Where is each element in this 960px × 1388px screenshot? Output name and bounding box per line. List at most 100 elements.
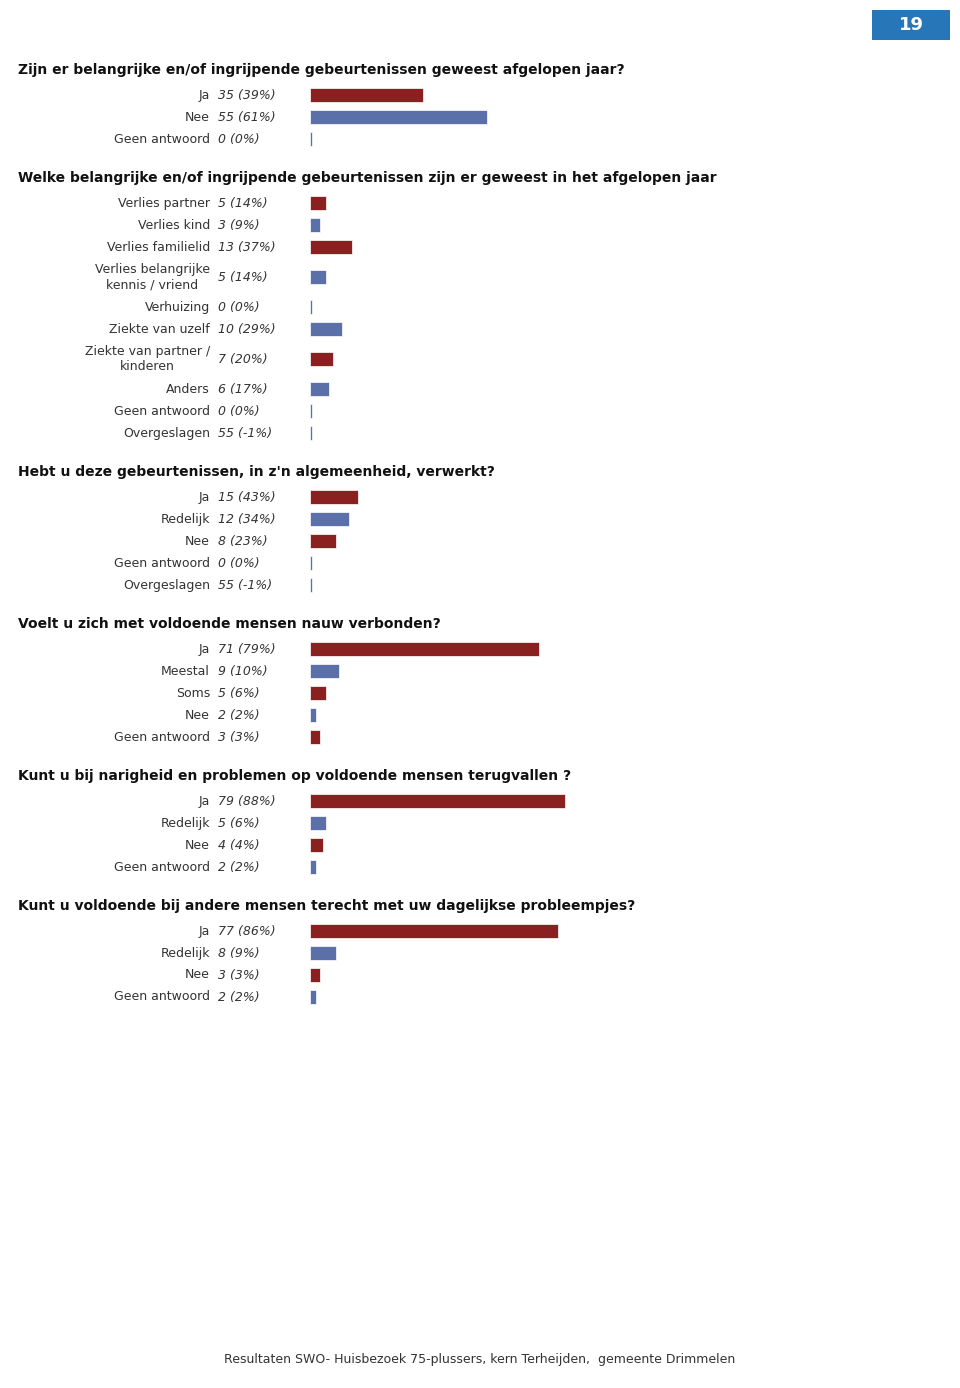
Text: Soms: Soms	[176, 687, 210, 700]
FancyBboxPatch shape	[310, 271, 326, 285]
Text: Geen antwoord: Geen antwoord	[114, 132, 210, 146]
Text: Ja: Ja	[199, 643, 210, 655]
Text: 8 (9%): 8 (9%)	[218, 947, 259, 959]
FancyBboxPatch shape	[310, 490, 358, 504]
Text: 0 (0%): 0 (0%)	[218, 404, 259, 418]
Text: Anders: Anders	[166, 383, 210, 396]
Text: 2 (2%): 2 (2%)	[218, 861, 259, 873]
Text: 7 (20%): 7 (20%)	[218, 353, 268, 365]
Text: 35 (39%): 35 (39%)	[218, 89, 276, 101]
Text: Geen antwoord: Geen antwoord	[114, 557, 210, 569]
FancyBboxPatch shape	[310, 643, 539, 657]
Text: Kunt u voldoende bij andere mensen terecht met uw dagelijkse probleempjes?: Kunt u voldoende bij andere mensen terec…	[18, 899, 636, 913]
Text: Redelijk: Redelijk	[160, 816, 210, 830]
Text: 5 (6%): 5 (6%)	[218, 816, 259, 830]
Text: 55 (-1%): 55 (-1%)	[218, 426, 272, 440]
FancyBboxPatch shape	[310, 300, 312, 314]
Text: 71 (79%): 71 (79%)	[218, 643, 276, 655]
Text: 0 (0%): 0 (0%)	[218, 300, 259, 314]
FancyBboxPatch shape	[310, 861, 317, 874]
Text: Geen antwoord: Geen antwoord	[114, 730, 210, 744]
Text: Ja: Ja	[199, 89, 210, 101]
Text: 0 (0%): 0 (0%)	[218, 132, 259, 146]
Text: Resultaten SWO- Huisbezoek 75-plussers, kern Terheijden,  gemeente Drimmelen: Resultaten SWO- Huisbezoek 75-plussers, …	[225, 1353, 735, 1367]
Text: 8 (23%): 8 (23%)	[218, 534, 268, 547]
Text: Ziekte van partner /
kinderen: Ziekte van partner / kinderen	[84, 346, 210, 373]
Text: 19: 19	[899, 17, 924, 33]
FancyBboxPatch shape	[310, 534, 336, 548]
Text: 6 (17%): 6 (17%)	[218, 383, 268, 396]
FancyBboxPatch shape	[310, 132, 312, 146]
Text: Overgeslagen: Overgeslagen	[123, 426, 210, 440]
Text: Verhuizing: Verhuizing	[145, 300, 210, 314]
Text: 55 (-1%): 55 (-1%)	[218, 579, 272, 591]
Text: 5 (14%): 5 (14%)	[218, 271, 268, 283]
FancyBboxPatch shape	[310, 730, 320, 744]
Text: Nee: Nee	[185, 969, 210, 981]
FancyBboxPatch shape	[310, 353, 332, 366]
FancyBboxPatch shape	[310, 382, 329, 396]
Text: Redelijk: Redelijk	[160, 512, 210, 526]
Text: Meestal: Meestal	[161, 665, 210, 677]
Text: Geen antwoord: Geen antwoord	[114, 991, 210, 1004]
Text: 13 (37%): 13 (37%)	[218, 240, 276, 254]
Text: Hebt u deze gebeurtenissen, in z'n algemeenheid, verwerkt?: Hebt u deze gebeurtenissen, in z'n algem…	[18, 465, 494, 479]
FancyBboxPatch shape	[310, 426, 312, 440]
Text: Ja: Ja	[199, 490, 210, 504]
FancyBboxPatch shape	[310, 322, 342, 336]
Text: 3 (3%): 3 (3%)	[218, 969, 259, 981]
FancyBboxPatch shape	[310, 838, 323, 852]
Text: 5 (6%): 5 (6%)	[218, 687, 259, 700]
FancyBboxPatch shape	[310, 577, 312, 593]
Text: Overgeslagen: Overgeslagen	[123, 579, 210, 591]
FancyBboxPatch shape	[872, 10, 950, 40]
Text: 2 (2%): 2 (2%)	[218, 991, 259, 1004]
FancyBboxPatch shape	[310, 240, 352, 254]
Text: Voelt u zich met voldoende mensen nauw verbonden?: Voelt u zich met voldoende mensen nauw v…	[18, 618, 441, 632]
FancyBboxPatch shape	[310, 967, 320, 981]
FancyBboxPatch shape	[310, 557, 312, 570]
FancyBboxPatch shape	[310, 512, 348, 526]
Text: 3 (3%): 3 (3%)	[218, 730, 259, 744]
Text: 4 (4%): 4 (4%)	[218, 838, 259, 851]
FancyBboxPatch shape	[310, 87, 422, 101]
Text: Verlies partner: Verlies partner	[118, 197, 210, 210]
Text: Nee: Nee	[185, 111, 210, 124]
Text: Nee: Nee	[185, 708, 210, 722]
Text: 9 (10%): 9 (10%)	[218, 665, 268, 677]
Text: Nee: Nee	[185, 534, 210, 547]
FancyBboxPatch shape	[310, 947, 336, 960]
Text: Zijn er belangrijke en/of ingrijpende gebeurtenissen geweest afgelopen jaar?: Zijn er belangrijke en/of ingrijpende ge…	[18, 62, 625, 76]
Text: Ja: Ja	[199, 794, 210, 808]
FancyBboxPatch shape	[310, 794, 564, 808]
FancyBboxPatch shape	[310, 924, 558, 938]
Text: 77 (86%): 77 (86%)	[218, 924, 276, 937]
Text: 3 (9%): 3 (9%)	[218, 218, 259, 232]
FancyBboxPatch shape	[310, 218, 320, 232]
FancyBboxPatch shape	[310, 196, 326, 210]
Text: Ziekte van uzelf: Ziekte van uzelf	[109, 322, 210, 336]
Text: 12 (34%): 12 (34%)	[218, 512, 276, 526]
FancyBboxPatch shape	[310, 686, 326, 700]
Text: 55 (61%): 55 (61%)	[218, 111, 276, 124]
Text: 15 (43%): 15 (43%)	[218, 490, 276, 504]
Text: Nee: Nee	[185, 838, 210, 851]
FancyBboxPatch shape	[310, 708, 317, 722]
Text: Ja: Ja	[199, 924, 210, 937]
Text: 79 (88%): 79 (88%)	[218, 794, 276, 808]
FancyBboxPatch shape	[310, 663, 339, 677]
Text: Verlies belangrijke
kennis / vriend: Verlies belangrijke kennis / vriend	[95, 262, 210, 291]
FancyBboxPatch shape	[310, 816, 326, 830]
Text: 0 (0%): 0 (0%)	[218, 557, 259, 569]
Text: Welke belangrijke en/of ingrijpende gebeurtenissen zijn er geweest in het afgelo: Welke belangrijke en/of ingrijpende gebe…	[18, 171, 716, 185]
FancyBboxPatch shape	[310, 990, 317, 1004]
Text: 2 (2%): 2 (2%)	[218, 708, 259, 722]
Text: 10 (29%): 10 (29%)	[218, 322, 276, 336]
Text: 5 (14%): 5 (14%)	[218, 197, 268, 210]
Text: Verlies familielid: Verlies familielid	[107, 240, 210, 254]
FancyBboxPatch shape	[310, 110, 488, 124]
Text: Geen antwoord: Geen antwoord	[114, 404, 210, 418]
FancyBboxPatch shape	[310, 404, 312, 418]
Text: Verlies kind: Verlies kind	[137, 218, 210, 232]
Text: Kunt u bij narigheid en problemen op voldoende mensen terugvallen ?: Kunt u bij narigheid en problemen op vol…	[18, 769, 571, 783]
